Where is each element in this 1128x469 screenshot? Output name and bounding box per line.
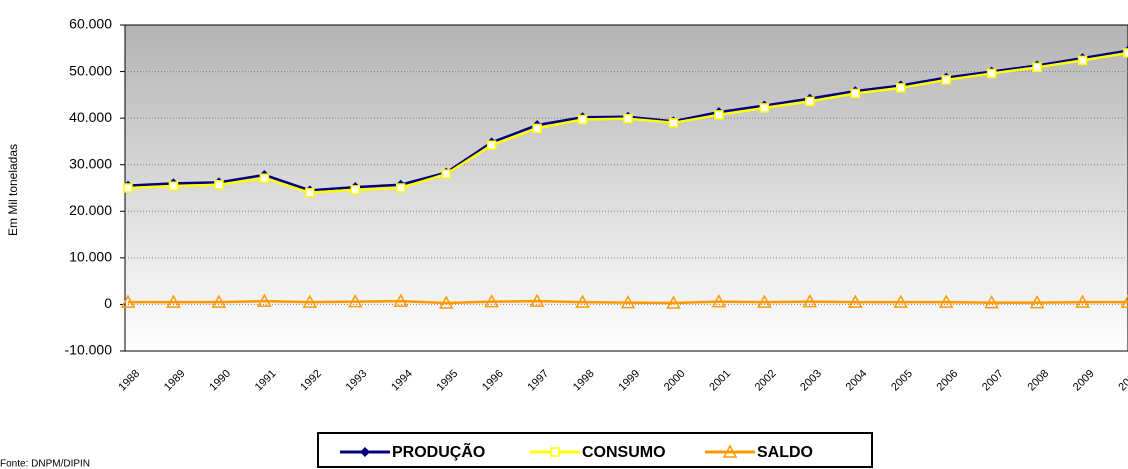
data-point [577, 114, 588, 125]
y-axis-title: Em Mil toneladas [6, 144, 20, 236]
y-tick-label: 40.000 [69, 109, 112, 125]
x-tick-label: 2008 [1025, 368, 1051, 394]
data-point [120, 294, 136, 308]
data-point [1029, 294, 1045, 309]
legend-label: SALDO [757, 444, 813, 461]
data-point [395, 183, 406, 193]
data-point [484, 294, 499, 308]
x-tick-label: 1991 [253, 368, 279, 394]
data-point [757, 294, 772, 308]
x-tick-label: 2007 [980, 368, 1006, 394]
data-point [938, 294, 954, 308]
x-tick-label: 2010 [1116, 368, 1128, 394]
legend [317, 432, 873, 468]
data-point [759, 103, 770, 113]
data-point [350, 185, 361, 195]
data-point [1075, 294, 1090, 308]
y-tick-label: 50.000 [69, 62, 112, 78]
y-tick-label: 60.000 [69, 16, 112, 32]
data-point [805, 96, 815, 107]
x-tick-label: 2002 [753, 368, 779, 394]
x-tick-label: 1995 [435, 368, 461, 394]
data-point [666, 295, 681, 309]
x-tick-label: 2004 [844, 368, 870, 394]
data-point [1077, 55, 1088, 66]
x-tick-label: 2009 [1071, 368, 1097, 394]
data-point [1120, 294, 1128, 308]
data-point [941, 75, 951, 85]
data-point [893, 294, 908, 308]
data-point [1123, 48, 1128, 58]
x-tick-label: 1999 [616, 368, 642, 394]
x-tick-label: 1992 [298, 368, 324, 394]
x-tick-label: 1997 [525, 368, 551, 394]
data-point [123, 183, 133, 193]
legend-marker [550, 447, 560, 457]
data-point [166, 294, 181, 308]
data-point [895, 83, 906, 93]
data-point [259, 173, 270, 183]
data-point [348, 294, 363, 308]
data-point [986, 68, 997, 79]
data-point [441, 169, 451, 179]
data-point [529, 293, 545, 307]
data-point [214, 179, 224, 190]
legend-label: CONSUMO [582, 444, 666, 461]
y-tick-label: 20.000 [69, 202, 112, 218]
series-line [128, 299, 1128, 305]
x-tick-label: 2006 [935, 368, 961, 394]
data-point [848, 294, 863, 308]
data-point [714, 110, 724, 120]
data-point [623, 113, 633, 124]
x-tick-label: 1990 [207, 368, 233, 394]
data-point [305, 187, 315, 198]
data-point [393, 293, 408, 307]
x-tick-label: 1988 [116, 368, 142, 394]
x-tick-label: 1996 [480, 368, 506, 394]
data-point [575, 294, 590, 308]
data-point [438, 295, 454, 309]
data-point [711, 294, 727, 308]
y-tick-label: 0 [104, 295, 112, 311]
x-tick-label: 1989 [162, 368, 188, 394]
x-tick-label: 2001 [707, 368, 733, 394]
x-tick-label: 1994 [389, 368, 415, 394]
x-tick-label: 2005 [889, 368, 915, 394]
data-point [984, 294, 999, 309]
data-point [620, 294, 636, 309]
y-tick-label: 30.000 [69, 155, 112, 171]
x-tick-label: 2003 [798, 368, 824, 394]
legend-marker [360, 447, 370, 457]
data-point [257, 293, 272, 307]
data-point [532, 123, 542, 134]
data-point [302, 294, 318, 308]
x-tick-label: 2000 [662, 368, 688, 394]
data-point [211, 294, 227, 308]
data-point [486, 140, 497, 150]
y-tick-label: 10.000 [69, 249, 112, 265]
data-point [168, 181, 179, 191]
data-point [668, 118, 679, 128]
legend-label: PRODUÇÃO [392, 441, 485, 461]
x-tick-label: 1993 [344, 368, 370, 394]
x-tick-label: 1998 [571, 368, 597, 394]
y-tick-label: -10.000 [65, 342, 113, 358]
data-point [802, 294, 818, 308]
legend-marker [722, 444, 738, 458]
data-point [1032, 62, 1042, 73]
data-point [850, 88, 861, 99]
source-note: Fonte: DNPM/DIPIN [0, 459, 90, 469]
